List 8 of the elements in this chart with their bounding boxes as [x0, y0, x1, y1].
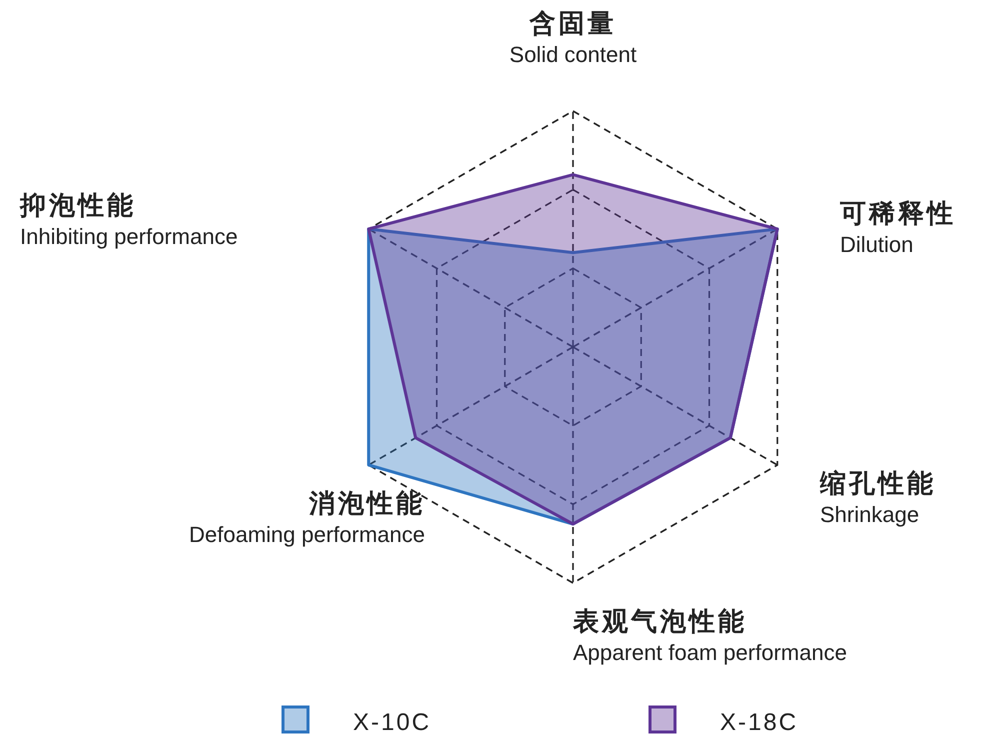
legend-label: X-18C	[720, 709, 798, 736]
spoke-label: 含固量 Solid content	[509, 8, 637, 67]
legend-label: X-10C	[353, 709, 432, 736]
spoke-label: 消泡性能 Defoaming performance	[188, 488, 425, 547]
spoke-label: 缩孔性能 Shrinkage	[819, 468, 936, 527]
spoke-label: 可稀释性 Dilution	[839, 198, 956, 257]
spoke-label: 表观气泡性能 Apparent foam performance	[572, 606, 847, 665]
spoke-label: 抑泡性能 Inhibiting performance	[19, 190, 238, 249]
